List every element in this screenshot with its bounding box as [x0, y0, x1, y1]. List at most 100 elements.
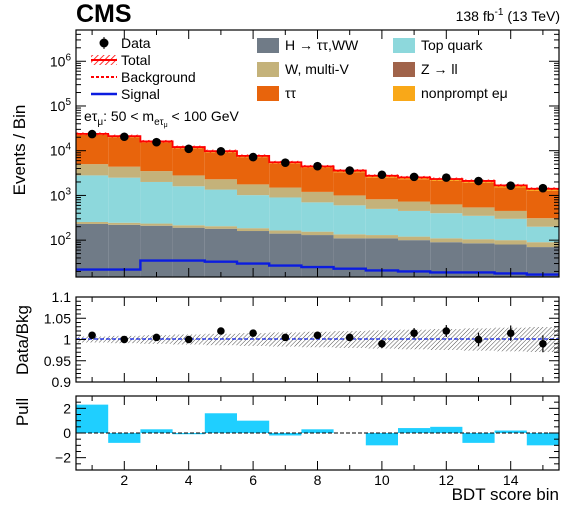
- legend-nonprompt-label: nonprompt eμ: [421, 85, 508, 101]
- pull-bar-14: [494, 430, 527, 433]
- ratio-point-15: [539, 339, 547, 348]
- main-y-axis-label: Events / Bin: [10, 105, 29, 196]
- ratio-band-1: [76, 336, 109, 343]
- pull-x-ticks: 2 4 6 8 10 12 14: [91, 396, 544, 488]
- ratio-point-12: [442, 327, 451, 335]
- signal-line: [76, 259, 559, 276]
- data-point-10: [377, 170, 387, 180]
- ratio-point-6: [249, 329, 257, 337]
- legend-w-multiv-label: W, multi-V: [285, 61, 349, 77]
- data-point-14: [506, 181, 515, 190]
- stack-bar-2-11: [398, 210, 431, 237]
- pull-xtick-label-10: 10: [374, 472, 390, 488]
- stack-bar-3-12: [430, 204, 463, 214]
- stack-bar-1-3: [140, 223, 173, 226]
- pull-xtick-label-4: 4: [185, 472, 193, 488]
- main-y-ticks: 102 103 104 105 106: [50, 29, 559, 272]
- stack-bar-2-10: [365, 208, 398, 236]
- ratio-ytick-label-4: 1.1: [52, 289, 72, 305]
- pull-bar-1: [76, 404, 109, 433]
- stack-bar-2-2: [108, 177, 141, 223]
- pull-bar-8: [301, 429, 334, 433]
- ratio-x-ticks: [91, 297, 544, 382]
- data-point-1: [87, 129, 97, 139]
- stack-bar-0-7: [269, 233, 302, 277]
- stack-bar-0-1: [76, 223, 109, 277]
- ratio-y-ticks: 0.9 0.95 1 1.05 1.1: [44, 289, 559, 390]
- ratio-band-10: [365, 330, 398, 349]
- stack-bar-3-11: [398, 201, 431, 211]
- main-ytick-label-5: 105: [50, 97, 72, 114]
- stack-bar-4-6: [237, 157, 270, 185]
- pull-bar-2: [108, 433, 141, 443]
- legend-w-multiv-swatch: [257, 62, 279, 77]
- stack-bar-4-2: [108, 137, 141, 167]
- stack-bar-0-9: [333, 238, 366, 277]
- data-point-4: [184, 144, 193, 154]
- pull-ytick-label-0: −2: [55, 450, 71, 466]
- stack-bar-1-13: [462, 239, 495, 244]
- pull-bar-13: [462, 433, 495, 443]
- data-point-11: [409, 172, 419, 182]
- legend-top-quark-swatch: [393, 38, 415, 53]
- pull-xtick-label-12: 12: [439, 472, 455, 488]
- data-points: [87, 129, 548, 193]
- stack-bar-1-14: [494, 240, 527, 245]
- data-point-5: [216, 147, 226, 156]
- stack-bar-3-1: [76, 164, 109, 176]
- stack-bar-2-7: [269, 197, 302, 231]
- data-point-3: [152, 137, 161, 147]
- stack-bar-4-5: [204, 152, 237, 180]
- stack-bar-2-1: [76, 175, 109, 222]
- stack-bar-4-7: [269, 163, 302, 188]
- ratio-point-10: [378, 339, 386, 348]
- pull-bar-15: [526, 433, 559, 446]
- stack-bar-3-14: [494, 210, 527, 219]
- stack-bar-2-15: [526, 226, 559, 243]
- ratio-y-axis-label: Data/Bkg: [13, 305, 32, 375]
- ratio-point-7: [281, 333, 290, 342]
- pull-ytick-label-1: 0: [63, 425, 71, 441]
- stack-bar-2-9: [333, 205, 366, 235]
- ratio-point-11: [410, 329, 418, 337]
- main-ytick-label-2: 102: [50, 231, 72, 248]
- pull-xtick-label-2: 2: [120, 472, 128, 488]
- data-point-8: [313, 161, 322, 171]
- legend-data-marker: [99, 37, 109, 49]
- data-point-7: [281, 158, 290, 167]
- pull-bar-11: [398, 428, 431, 433]
- ratio-point-3: [152, 333, 161, 342]
- stack-bar-3-4: [172, 175, 205, 187]
- legend: Data Total Background Signal H → ττ,WW W…: [91, 35, 508, 102]
- stack-bar-1-2: [108, 222, 141, 225]
- ratio-point-9: [345, 333, 354, 342]
- main-panel: 102 103 104 105 106 Data Total Background Si…: [10, 29, 560, 278]
- stack-bar-4-12: [430, 180, 463, 205]
- main-ytick-label-3: 103: [50, 186, 72, 203]
- stack-bar-2-3: [140, 181, 173, 224]
- stack-bar-3-7: [269, 187, 302, 198]
- stack-bar-3-13: [462, 207, 495, 216]
- pull-bar-12: [430, 426, 463, 433]
- pull-bar-6: [237, 420, 270, 433]
- stacked-histograms: [76, 133, 559, 277]
- ratio-point-4: [184, 335, 193, 344]
- data-point-15: [538, 183, 548, 193]
- legend-signal-label: Signal: [121, 86, 160, 102]
- ratio-point-14: [506, 329, 515, 337]
- stack-bar-2-8: [301, 202, 334, 232]
- legend-total-label: Total: [121, 52, 151, 68]
- pull-bars: [76, 404, 559, 446]
- ratio-point-2: [120, 335, 129, 344]
- stack-bar-0-3: [140, 225, 173, 277]
- stack-bar-3-10: [365, 199, 398, 209]
- legend-data-label: Data: [121, 35, 151, 51]
- stack-bar-4-3: [140, 142, 173, 172]
- stack-bar-4-8: [301, 168, 334, 192]
- stack-bar-3-5: [204, 179, 237, 190]
- stack-bar-4-14: [494, 187, 527, 211]
- stack-bar-0-5: [204, 228, 237, 277]
- legend-nonprompt-swatch: [393, 86, 415, 101]
- legend-z-ll-swatch: [393, 62, 415, 77]
- ratio-point-8: [313, 331, 322, 340]
